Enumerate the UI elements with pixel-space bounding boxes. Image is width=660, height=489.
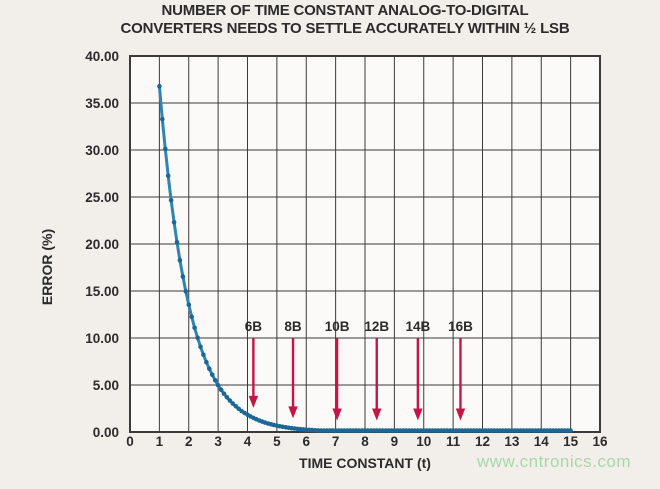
curve-point	[171, 220, 177, 225]
y-tick-label: 20.00	[85, 237, 119, 252]
curve-point	[177, 258, 183, 263]
curve-point	[227, 398, 233, 403]
curve-point	[168, 197, 174, 203]
x-tick-label: 10	[416, 434, 431, 449]
chart-title-line1: NUMBER OF TIME CONSTANT ANALOG-TO-DIGITA…	[161, 2, 529, 19]
y-tick-label: 35.00	[85, 96, 119, 111]
curve-point	[204, 359, 209, 365]
x-tick-label: 9	[391, 434, 399, 449]
y-tick-label: 10.00	[85, 331, 119, 346]
x-tick-label: 8	[361, 434, 369, 449]
curve-point	[201, 352, 206, 358]
y-axis-title: ERROR (%)	[39, 228, 55, 306]
x-tick-label: 14	[534, 434, 550, 449]
x-tick-label: 4	[244, 434, 252, 449]
x-tick-label: 11	[446, 434, 461, 449]
x-tick-label: 13	[504, 434, 520, 449]
curve-point	[210, 372, 215, 378]
x-tick-label: 16	[592, 434, 608, 449]
annotation-arrow-head-12B	[372, 408, 382, 421]
annotation-label-12B: 12B	[364, 319, 389, 334]
curve-point	[163, 146, 168, 152]
annotation-label-10B: 10B	[325, 319, 350, 334]
y-tick-label: 40.00	[85, 49, 119, 64]
curve-point	[568, 428, 573, 433]
y-tick-label: 5.00	[93, 378, 119, 393]
annotation-arrow-head-16B	[455, 408, 466, 421]
annotation-arrow-head-14B	[413, 408, 423, 421]
annotation-arrow-head-6B	[248, 395, 259, 408]
curve-point	[215, 382, 221, 388]
curve-point	[180, 274, 186, 279]
x-tick-label: 7	[332, 434, 340, 449]
curve-point	[192, 325, 197, 331]
x-tick-label: 6	[302, 434, 310, 449]
x-axis-title: TIME CONSTANT (t)	[299, 455, 431, 471]
chart-title: NUMBER OF TIME CONSTANT ANALOG-TO-DIGITA…	[30, 2, 660, 38]
x-tick-label: 1	[156, 434, 164, 449]
annotation-arrow-head-8B	[288, 406, 298, 419]
curve-point	[157, 83, 162, 89]
curve-point	[183, 289, 189, 294]
curve-point	[218, 387, 224, 393]
curve-point	[195, 335, 200, 341]
annotation-label-8B: 8B	[284, 319, 302, 334]
curve-point	[174, 239, 180, 245]
curve-point	[212, 378, 218, 383]
annotation-label-16B: 16B	[448, 319, 473, 334]
curve-point	[221, 391, 227, 397]
annotation-label-14B: 14B	[405, 319, 430, 334]
watermark: www.cntronics.com	[477, 452, 631, 471]
x-tick-label: 2	[185, 434, 193, 449]
y-tick-label: 25.00	[85, 190, 119, 205]
x-tick-label: 12	[475, 434, 490, 449]
curve-point	[189, 314, 194, 320]
curve-point	[198, 344, 203, 350]
annotation-label-6B: 6B	[245, 319, 263, 334]
y-tick-label: 15.00	[85, 284, 119, 299]
annotation-arrow-head-10B	[332, 408, 342, 421]
x-tick-label: 5	[273, 434, 281, 449]
x-tick-label: 0	[126, 434, 134, 449]
curve-point	[230, 401, 236, 406]
x-tick-label: 3	[214, 434, 222, 449]
y-tick-label: 30.00	[85, 143, 119, 158]
y-tick-label: 0.00	[93, 425, 119, 440]
chart-title-line2: CONVERTERS NEEDS TO SETTLE ACCURATELY WI…	[120, 20, 570, 37]
curve-point	[207, 366, 212, 372]
curve-point	[224, 395, 230, 400]
curve-point	[165, 173, 171, 179]
curve-point	[160, 116, 165, 122]
curve-point	[186, 302, 192, 308]
x-tick-label: 15	[563, 434, 579, 449]
